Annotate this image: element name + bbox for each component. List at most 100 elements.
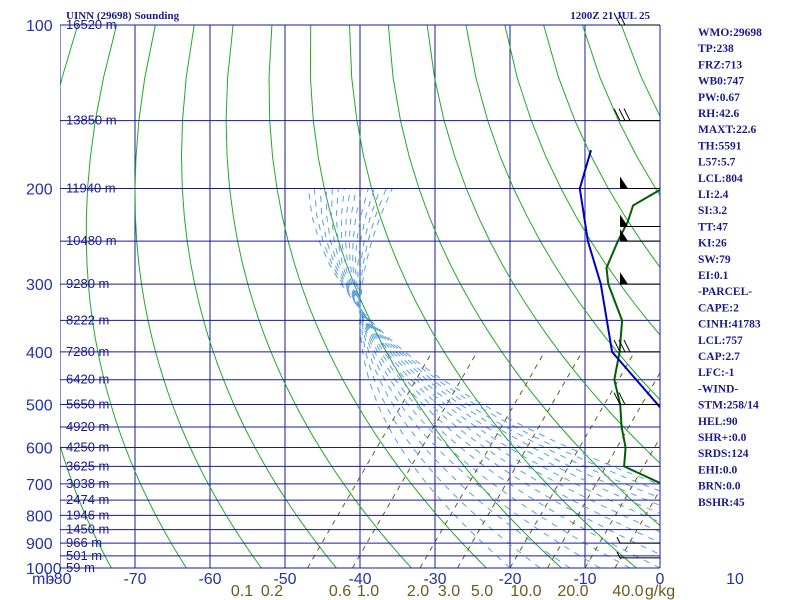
index-item: TT:47 bbox=[698, 221, 728, 233]
isobar-grid bbox=[60, 24, 661, 569]
dry-adiabat-line bbox=[309, 25, 563, 568]
index-item: HEL:90 bbox=[698, 416, 738, 428]
temperature-tick-label: -20 bbox=[498, 571, 521, 588]
wind-barb-full bbox=[613, 12, 621, 26]
wind-barb-full bbox=[618, 339, 626, 353]
index-item: BRN:0.0 bbox=[698, 481, 741, 493]
temperature-tick-label: 10 bbox=[726, 571, 744, 588]
pressure-tick-label: 300 bbox=[26, 277, 53, 294]
mixing-ratio-line bbox=[547, 371, 660, 568]
dry-adiabat-line bbox=[134, 25, 263, 568]
dry-adiabat-line bbox=[85, 25, 187, 568]
mixing-ratio-line bbox=[509, 351, 636, 568]
temperature-tick-label: -30 bbox=[423, 571, 446, 588]
indices-panel: WMO:29698 TP:238 FRZ:713 WB0:747 PW:0.67 RH:4… bbox=[698, 27, 762, 509]
moist-adiabat-line bbox=[359, 188, 541, 568]
index-item: EHI:0.0 bbox=[698, 464, 738, 476]
index-item: WB0:747 bbox=[698, 76, 744, 88]
wind-barb-flag bbox=[620, 229, 628, 242]
temperature-tick-label: -10 bbox=[573, 571, 596, 588]
dry-adiabat-line bbox=[543, 25, 660, 268]
index-item: TH:5591 bbox=[698, 140, 742, 152]
index-item: WMO:29698 bbox=[698, 27, 762, 39]
index-item: BSHR:45 bbox=[698, 497, 745, 509]
mixing-ratio-label: g/kg bbox=[645, 583, 675, 600]
index-item: CINH:41783 bbox=[698, 319, 761, 331]
temperature-tick-label: 0 bbox=[656, 571, 665, 588]
height-label: 6420 m bbox=[66, 372, 109, 387]
index-item: CAPE:2 bbox=[698, 302, 739, 314]
index-item: CAP:2.7 bbox=[698, 351, 740, 363]
pressure-tick-label: 800 bbox=[26, 508, 53, 525]
mixing-ratio-label: 1.0 bbox=[357, 583, 379, 600]
height-label: 3038 m bbox=[66, 476, 109, 491]
pressure-tick-label: 100 bbox=[26, 18, 53, 35]
index-item: STM:258/14 bbox=[698, 400, 759, 412]
pressure-tick-label: 600 bbox=[26, 441, 53, 458]
height-label: 59 m bbox=[66, 560, 95, 575]
wind-barb-full bbox=[623, 108, 631, 121]
mixing-ratio-label: 0.6 bbox=[329, 583, 351, 600]
wind-barb-full bbox=[613, 392, 621, 405]
index-item: SW:79 bbox=[698, 254, 731, 266]
index-item: EI:0.1 bbox=[698, 270, 729, 282]
mixing-ratio-label: 5.0 bbox=[471, 583, 493, 600]
dry-adiabat-line bbox=[777, 25, 800, 580]
index-item: TP:238 bbox=[698, 43, 734, 55]
wind-barb-full bbox=[623, 339, 631, 353]
index-item: LFC:-1 bbox=[698, 367, 735, 379]
index-item: KI:26 bbox=[698, 238, 727, 250]
dry-adiabat-line bbox=[225, 25, 413, 568]
moist-adiabat-line bbox=[359, 188, 511, 568]
mixing-ratio-label: 2.0 bbox=[407, 583, 429, 600]
wind-barbs bbox=[613, 12, 660, 559]
index-item: -PARCEL- bbox=[698, 286, 752, 298]
mixing-ratio-label: 10.0 bbox=[510, 583, 541, 600]
mixing-ratio-label: 40.0 bbox=[612, 583, 643, 600]
index-item: L57:5.7 bbox=[698, 157, 736, 169]
profile-series bbox=[578, 149, 660, 485]
dry-adiabats bbox=[60, 25, 800, 580]
index-item: SHR+:0.0 bbox=[698, 432, 747, 444]
index-item: RH:42.6 bbox=[698, 108, 739, 120]
wind-barb-full bbox=[618, 12, 626, 26]
wind-barb-full bbox=[613, 108, 621, 121]
mixing-ratio-label: 20.0 bbox=[557, 583, 588, 600]
pressure-tick-label: 900 bbox=[26, 536, 53, 553]
height-label: 13850 m bbox=[66, 113, 117, 128]
wind-barb-flag bbox=[620, 272, 628, 285]
height-label: 11940 m bbox=[66, 180, 116, 195]
dry-adiabat-line bbox=[180, 25, 338, 568]
moist-adiabat-line bbox=[340, 188, 660, 533]
height-label: 4920 m bbox=[66, 419, 109, 434]
mixing-ratio-line bbox=[419, 351, 546, 568]
index-item: MAXT:22.6 bbox=[698, 124, 756, 136]
mixing-ratio-line bbox=[307, 351, 433, 568]
height-label: 1450 m bbox=[66, 522, 109, 537]
mixing-ratio-line bbox=[614, 488, 660, 568]
height-label: 2474 m bbox=[66, 492, 109, 507]
dry-adiabat-line bbox=[349, 25, 638, 568]
height-label: 8222 m bbox=[66, 312, 109, 327]
mixing-ratio-line bbox=[352, 351, 478, 568]
mixing-ratio-line bbox=[584, 436, 660, 568]
dry-adiabat-line bbox=[60, 25, 112, 568]
dry-adiabat-line bbox=[426, 25, 660, 464]
temperature-tick-label: -70 bbox=[123, 571, 146, 588]
height-label: 16520 m bbox=[66, 17, 117, 32]
wind-barb-full bbox=[613, 339, 621, 353]
index-item: SRDS:124 bbox=[698, 448, 749, 460]
temperature-tick-label: -40 bbox=[348, 571, 371, 588]
mixing-ratio-label: 3.0 bbox=[438, 583, 460, 600]
index-item: LI:2.4 bbox=[698, 189, 729, 201]
index-item: SI:3.2 bbox=[698, 205, 727, 217]
height-label: 4250 m bbox=[66, 440, 109, 455]
dry-adiabat-line bbox=[268, 25, 488, 568]
index-item: LCL:804 bbox=[698, 173, 743, 185]
pressure-tick-label: 500 bbox=[26, 398, 53, 415]
height-label: 9280 m bbox=[66, 276, 109, 291]
index-item: PW:0.67 bbox=[698, 92, 740, 104]
index-item: -WIND- bbox=[698, 383, 738, 395]
